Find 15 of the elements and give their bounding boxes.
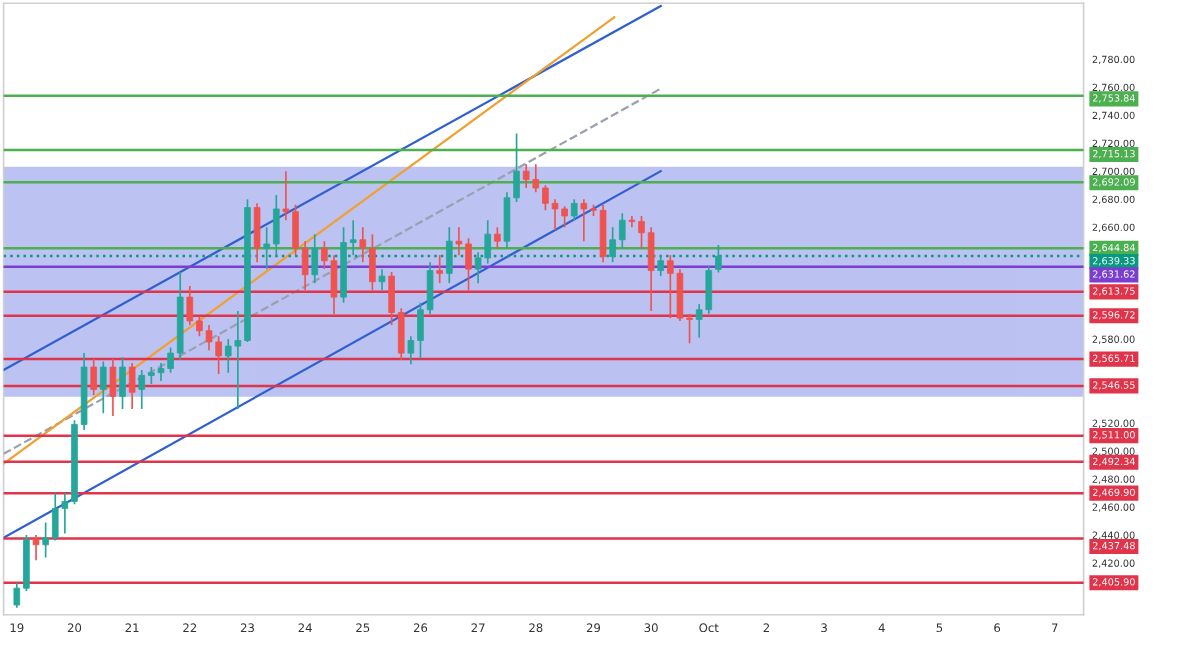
candlestick: [570, 198, 578, 221]
candlestick: [109, 357, 117, 417]
candlestick: [436, 254, 443, 284]
candlestick: [128, 362, 136, 410]
candlestick: [494, 226, 501, 249]
candlestick: [253, 202, 261, 263]
candlestick: [119, 356, 126, 410]
candlestick: [90, 357, 97, 396]
candlestick: [311, 233, 319, 284]
candlestick: [100, 360, 107, 415]
candlestick: [715, 244, 722, 274]
candlestick: [378, 268, 386, 291]
candlestick: [657, 254, 665, 277]
candlestick: [445, 226, 453, 284]
candlestick: [32, 534, 40, 562]
